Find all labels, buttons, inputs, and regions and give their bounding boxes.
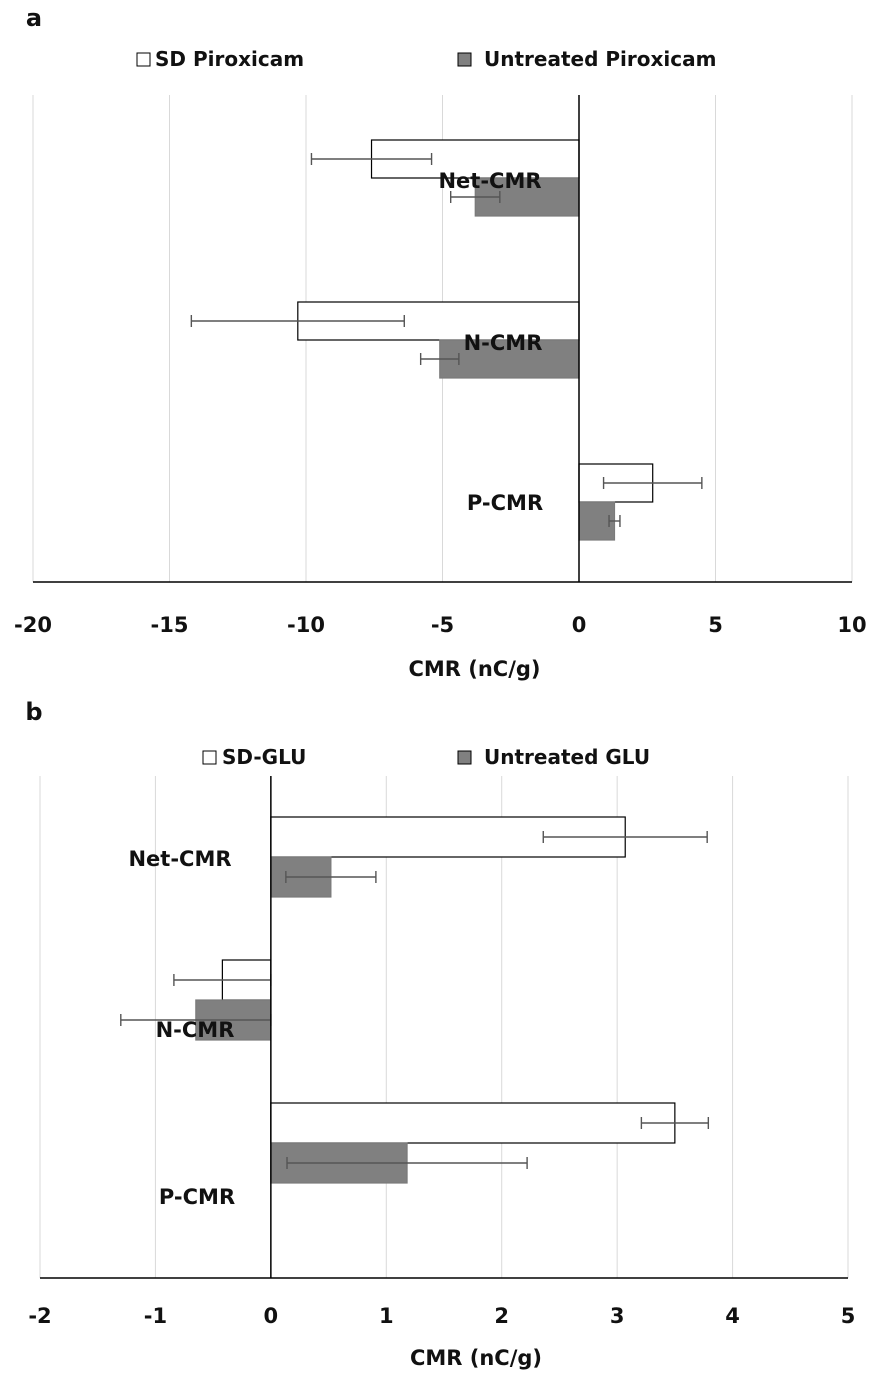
- legend-swatch: [203, 751, 216, 764]
- x-tick-label: -2: [28, 1304, 51, 1328]
- x-tick-label: -5: [431, 613, 454, 637]
- x-tick-label: 3: [610, 1304, 625, 1328]
- x-tick-label: -10: [287, 613, 325, 637]
- x-tick-label: 0: [264, 1304, 279, 1328]
- category-label: P-CMR: [467, 491, 543, 515]
- category-label: N-CMR: [464, 331, 543, 355]
- category-label: N-CMR: [156, 1018, 235, 1042]
- x-tick-label: 4: [725, 1304, 740, 1328]
- x-tick-label: -1: [144, 1304, 167, 1328]
- legend-swatch: [137, 53, 150, 66]
- category-label: Net-CMR: [438, 169, 541, 193]
- panel-label: a: [26, 4, 42, 32]
- legend-swatch: [458, 53, 471, 66]
- x-tick-label: 5: [708, 613, 723, 637]
- x-tick-label: 5: [841, 1304, 856, 1328]
- legend-label: SD-GLU: [222, 745, 306, 769]
- x-axis-title: CMR (nC/g): [410, 1346, 542, 1370]
- category-label: Net-CMR: [128, 847, 231, 871]
- category-label: P-CMR: [159, 1185, 235, 1209]
- legend-label: Untreated Piroxicam: [484, 47, 716, 71]
- x-tick-label: 0: [572, 613, 587, 637]
- x-tick-label: 2: [494, 1304, 509, 1328]
- x-axis-title: CMR (nC/g): [408, 657, 540, 681]
- legend-label: SD Piroxicam: [155, 47, 304, 71]
- chart-panel-a: a SD Piroxicam Untreated Piroxicam Net-CMR N…: [14, 4, 867, 681]
- bar-sd-glu: [271, 1103, 675, 1143]
- x-tick-label: 1: [379, 1304, 394, 1328]
- x-tick-label: 10: [837, 613, 866, 637]
- legend-label: Untreated GLU: [484, 745, 650, 769]
- panel-label: b: [25, 698, 42, 726]
- chart-panel-b: b SD-GLU Untreated GLU Net-CMR N-CMR P-CMR -2 -…: [25, 698, 855, 1370]
- x-tick-label: -15: [151, 613, 189, 637]
- legend-swatch: [458, 751, 471, 764]
- x-tick-label: -20: [14, 613, 52, 637]
